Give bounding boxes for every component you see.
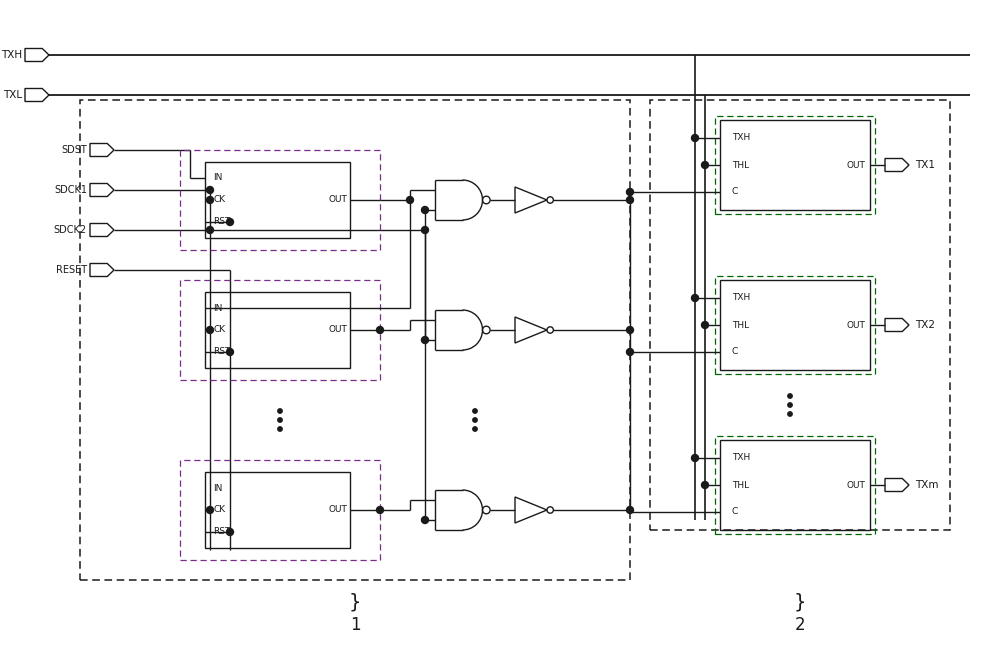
- Text: RESET: RESET: [56, 265, 87, 275]
- Text: TXH: TXH: [732, 293, 750, 302]
- Circle shape: [473, 418, 477, 422]
- Text: OUT: OUT: [846, 320, 865, 330]
- Circle shape: [473, 409, 477, 413]
- Text: CK: CK: [213, 196, 225, 204]
- Text: THL: THL: [732, 320, 749, 330]
- Text: OUT: OUT: [328, 326, 347, 334]
- Circle shape: [207, 326, 214, 334]
- Text: CK: CK: [213, 326, 225, 334]
- Text: SDCK2: SDCK2: [54, 225, 87, 235]
- Circle shape: [207, 507, 214, 513]
- Circle shape: [278, 409, 282, 413]
- Circle shape: [422, 517, 428, 523]
- Circle shape: [692, 295, 698, 302]
- Text: TXm: TXm: [915, 480, 938, 490]
- Circle shape: [702, 322, 708, 328]
- Text: TXH: TXH: [1, 50, 22, 60]
- Circle shape: [702, 482, 708, 488]
- Circle shape: [406, 196, 414, 204]
- Circle shape: [422, 336, 428, 344]
- Circle shape: [626, 507, 634, 513]
- Text: OUT: OUT: [846, 480, 865, 490]
- Text: OUT: OUT: [328, 505, 347, 515]
- Text: SDST: SDST: [61, 145, 87, 155]
- Circle shape: [207, 226, 214, 234]
- Text: OUT: OUT: [846, 161, 865, 170]
- Circle shape: [278, 427, 282, 431]
- Text: 1: 1: [350, 616, 360, 634]
- Circle shape: [226, 348, 234, 356]
- Circle shape: [626, 188, 634, 196]
- Circle shape: [226, 529, 234, 535]
- Circle shape: [626, 348, 634, 356]
- Circle shape: [626, 196, 634, 204]
- Text: RST: RST: [213, 348, 230, 356]
- Circle shape: [788, 412, 792, 416]
- Text: IN: IN: [213, 174, 222, 182]
- Text: IN: IN: [213, 484, 222, 492]
- Circle shape: [226, 218, 234, 226]
- Text: TXL: TXL: [3, 90, 22, 100]
- Circle shape: [422, 226, 428, 234]
- Text: TX2: TX2: [915, 320, 935, 330]
- Text: THL: THL: [732, 161, 749, 170]
- Text: IN: IN: [213, 304, 222, 312]
- Text: C: C: [732, 507, 738, 517]
- Text: TXH: TXH: [732, 454, 750, 462]
- Circle shape: [278, 418, 282, 422]
- Circle shape: [692, 135, 698, 141]
- Text: CK: CK: [213, 505, 225, 515]
- Text: RST: RST: [213, 527, 230, 537]
- Text: C: C: [732, 348, 738, 356]
- Text: C: C: [732, 188, 738, 196]
- Text: TX1: TX1: [915, 160, 935, 170]
- Circle shape: [207, 186, 214, 194]
- Circle shape: [788, 403, 792, 407]
- Text: RST: RST: [213, 218, 230, 226]
- Circle shape: [702, 161, 708, 168]
- Circle shape: [788, 394, 792, 398]
- Text: 2: 2: [795, 616, 805, 634]
- Text: SDCK1: SDCK1: [54, 185, 87, 195]
- Circle shape: [692, 454, 698, 462]
- Circle shape: [207, 196, 214, 204]
- Circle shape: [626, 326, 634, 334]
- Circle shape: [376, 326, 384, 334]
- Text: TXH: TXH: [732, 133, 750, 143]
- Text: THL: THL: [732, 480, 749, 490]
- Text: }: }: [794, 592, 806, 612]
- Circle shape: [422, 206, 428, 214]
- Text: }: }: [349, 592, 361, 612]
- Text: OUT: OUT: [328, 196, 347, 204]
- Circle shape: [473, 427, 477, 431]
- Circle shape: [376, 507, 384, 513]
